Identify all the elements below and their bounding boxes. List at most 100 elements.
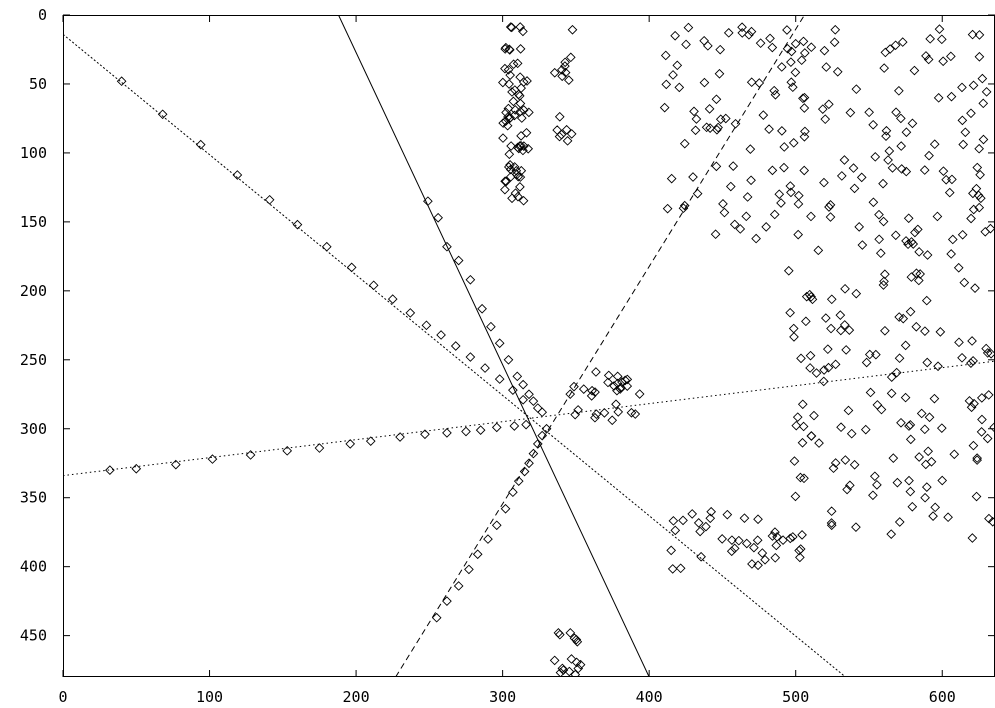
data-point-cluster [825, 212, 836, 222]
data-point-dashed-track [519, 466, 530, 477]
data-point-solid-track [518, 379, 528, 390]
data-point-cluster [954, 337, 964, 348]
data-point-cluster [515, 172, 526, 182]
y-tick-label: 450 [20, 627, 47, 645]
data-point-cluster [924, 412, 935, 423]
data-point-cluster [715, 44, 726, 55]
data-point-dotted-track [442, 428, 452, 438]
data-point-cluster [980, 226, 991, 237]
data-point-cluster [925, 33, 936, 44]
y-tick-label: 300 [20, 420, 47, 438]
data-point-dotted-track [345, 439, 356, 449]
data-point-solid-track [486, 321, 496, 332]
data-point-cluster [818, 376, 829, 387]
data-point-cluster [819, 177, 829, 188]
data-point-solid-track [453, 255, 464, 266]
data-point-cluster [681, 39, 691, 50]
data-point-diagonal-track [387, 294, 398, 304]
data-point-cluster [729, 219, 740, 230]
data-point-solid-track [477, 303, 487, 314]
data-point-cluster [578, 384, 589, 394]
data-point-cluster [919, 424, 930, 435]
data-point-cluster [501, 176, 512, 187]
data-points [105, 22, 995, 677]
data-point-cluster [711, 94, 722, 105]
data-point-cluster [504, 79, 514, 89]
data-point-cluster [946, 91, 957, 102]
data-point-cluster [554, 111, 565, 122]
data-point-cluster [924, 150, 934, 161]
data-point-cluster [719, 207, 730, 218]
x-tick-label: 100 [196, 688, 223, 706]
data-point-cluster [900, 340, 911, 351]
data-point-cluster [845, 107, 856, 118]
data-point-cluster [560, 61, 570, 71]
data-point-cluster [830, 458, 841, 468]
data-point-cluster [515, 22, 526, 32]
data-point-cluster [959, 277, 970, 288]
data-point-cluster [516, 113, 527, 123]
data-point-cluster [670, 525, 681, 536]
data-point-cluster [971, 491, 982, 502]
data-point-cluster [586, 391, 597, 401]
data-point-cluster [920, 492, 930, 503]
data-point-cluster [967, 29, 978, 40]
data-point-cluster [515, 98, 526, 109]
data-point-cluster [672, 60, 683, 71]
data-point-dotted-track [395, 432, 405, 442]
data-point-cluster [829, 37, 840, 48]
data-point-cluster [521, 127, 532, 138]
data-point-cluster [746, 26, 757, 37]
data-point-cluster [904, 475, 914, 486]
data-point-cluster [966, 402, 977, 413]
data-point-cluster [949, 449, 960, 460]
data-point-cluster [905, 306, 916, 317]
data-point-dashed-track [508, 487, 518, 498]
x-tick-label: 400 [636, 688, 663, 706]
data-point-cluster [868, 119, 878, 130]
data-point-cluster [503, 162, 514, 172]
data-point-cluster [849, 183, 860, 194]
data-point-cluster [735, 224, 746, 234]
data-point-dotted-track [314, 443, 325, 453]
data-point-cluster [886, 388, 897, 399]
data-point-cluster [986, 348, 995, 359]
data-point-cluster [888, 453, 899, 463]
data-point-diagonal-track [157, 109, 168, 120]
data-point-cluster [776, 62, 787, 72]
data-point-cluster [715, 114, 726, 125]
data-point-cluster [923, 54, 934, 65]
data-point-cluster [967, 336, 977, 346]
data-point-cluster [813, 245, 824, 256]
data-point-cluster [661, 79, 672, 90]
plot-area [63, 15, 995, 677]
fit-line-densely-dotted [63, 33, 846, 677]
data-point-cluster [969, 398, 979, 409]
data-point-cluster [968, 188, 978, 199]
data-point-cluster [796, 55, 807, 66]
data-point-dashed-track [532, 439, 543, 449]
data-point-dashed-track [513, 476, 524, 486]
data-point-diagonal-track [480, 363, 490, 373]
data-point-cluster [891, 107, 901, 118]
data-point-cluster [689, 106, 699, 117]
data-point-cluster [776, 198, 786, 208]
data-point-diagonal-track [508, 385, 518, 395]
data-point-cluster [981, 343, 991, 354]
data-point-cluster [609, 381, 619, 391]
data-point-cluster [767, 42, 778, 53]
data-point-cluster [968, 440, 979, 451]
data-point-cluster [590, 412, 600, 423]
data-point-cluster [505, 171, 516, 182]
data-point-cluster [905, 434, 916, 445]
data-point-cluster [860, 424, 871, 435]
data-point-cluster [630, 409, 641, 419]
data-point-cluster [611, 399, 621, 410]
data-point-cluster [746, 77, 757, 88]
data-point-cluster [508, 59, 519, 70]
data-point-cluster [797, 399, 808, 410]
data-point-cluster [844, 325, 855, 335]
data-point-cluster [983, 390, 994, 400]
data-point-cluster [976, 393, 987, 403]
data-point-cluster [974, 202, 985, 213]
